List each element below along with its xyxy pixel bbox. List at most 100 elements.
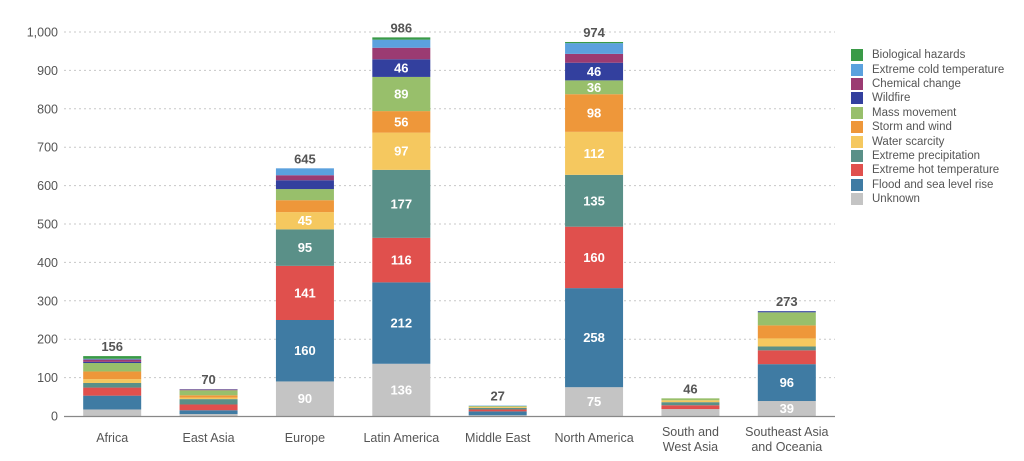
bar-segment: [468, 411, 527, 416]
bar-segment: [275, 175, 334, 181]
legend-swatch: [851, 92, 863, 105]
bar-segment: [661, 405, 720, 410]
bar-segment: [372, 282, 431, 364]
bar-segment: [661, 409, 720, 416]
segment-value-label: 141: [294, 285, 316, 300]
segment-value-label: 56: [394, 114, 408, 129]
legend-label: Extreme precipitation: [872, 149, 981, 162]
y-axis: 0 100 200 300 400 500 600 700 800 900 1,000: [27, 26, 58, 424]
segment-value-label: 98: [587, 106, 601, 121]
bar-stack-2: 90 160 141 95 45 645: [275, 151, 334, 416]
bar-stack-6: 46: [661, 381, 720, 416]
bar-segment: [565, 62, 624, 81]
legend-label: Extreme cold temperature: [872, 63, 1005, 76]
bar-segment: [757, 338, 816, 347]
bar-segment: [179, 399, 238, 405]
bar-segment: [565, 43, 624, 54]
bar-segment: [468, 407, 527, 410]
legend-swatch: [851, 149, 863, 162]
gridlines: [64, 31, 835, 379]
total-value-label: 46: [683, 381, 697, 396]
segment-value-label: 160: [583, 250, 605, 265]
legend-item: Storm and wind: [851, 120, 1004, 134]
bar-segment: [565, 387, 624, 416]
segment-value-label: 136: [390, 382, 412, 397]
bar-segment: [565, 41, 624, 44]
bar-segment: [83, 409, 142, 416]
bar-segment: [468, 407, 527, 408]
bar-segment: [179, 395, 238, 398]
bar-segment: [275, 168, 334, 176]
total-value-label: 27: [490, 389, 504, 404]
total-value-label: 974: [583, 25, 605, 40]
total-value-label: 156: [101, 339, 123, 354]
bar-segment: [757, 325, 816, 339]
bar-segment: [275, 229, 334, 266]
bar-segment: [372, 39, 431, 48]
segment-value-label: 177: [390, 196, 412, 211]
segment-value-label: 90: [298, 391, 312, 406]
bar-segment: [179, 389, 238, 391]
segment-value-label: 75: [587, 394, 601, 409]
legend-label: Biological hazards: [872, 49, 966, 62]
legend-item: Biological hazards: [851, 48, 1004, 62]
legend-swatch: [851, 49, 863, 62]
bar-segment: [372, 237, 431, 283]
bar-segment: [83, 379, 142, 383]
bar-segment: [179, 410, 238, 415]
bar-segment: [372, 59, 431, 77]
y-tick-label: 100: [37, 371, 58, 385]
x-tick-label: Middle East: [465, 431, 531, 445]
bar-segment: [83, 356, 142, 359]
legend-item: Flood and sea level rise: [851, 178, 1004, 192]
bar-segment: [468, 409, 527, 412]
segment-value-label: 36: [587, 80, 601, 95]
y-tick-label: 1,000: [27, 26, 58, 40]
segment-value-label: 160: [294, 343, 316, 358]
x-tick-label: and Oceania: [751, 440, 822, 454]
legend-label: Extreme hot temperature: [872, 164, 1000, 177]
legend-swatch: [851, 178, 863, 191]
bar-segment: [275, 212, 334, 230]
legend-item: Extreme precipitation: [851, 149, 1004, 163]
bar-segment: [275, 265, 334, 320]
legend-item: Unknown: [851, 192, 1004, 206]
x-axis: Africa East Asia Europe Latin America Middle…: [64, 415, 835, 454]
legend-label: Flood and sea level rise: [872, 178, 994, 191]
bar-segment: [757, 311, 816, 313]
bar-stack-0: 156: [83, 339, 142, 416]
bar-segment: [83, 358, 142, 360]
segment-value-label: 112: [584, 146, 605, 161]
x-tick-label: Southeast Asia: [745, 425, 828, 439]
bar-segment: [83, 371, 142, 380]
bar-stack-7: 39 96 273: [757, 294, 816, 416]
segment-value-label: 212: [390, 316, 412, 331]
bar-segment: [372, 363, 431, 416]
total-value-label: 645: [294, 151, 316, 166]
bar-segment: [83, 359, 142, 362]
bar-segment: [468, 406, 527, 407]
y-tick-label: 600: [37, 179, 58, 193]
legend-swatch: [851, 121, 863, 134]
total-value-label: 986: [390, 20, 412, 35]
bar-segment: [372, 132, 431, 170]
y-tick-label: 300: [37, 294, 58, 308]
bars: 156 70 90 160 141 95 45 645 136 212 116 177 97 56 89 46…: [83, 20, 816, 416]
bar-segment: [275, 200, 334, 213]
legend-swatch: [851, 164, 863, 177]
segment-value-label: 97: [394, 144, 408, 159]
bar-segment: [83, 382, 142, 388]
legend-label: Unknown: [872, 193, 920, 206]
legend-item: Wildfire: [851, 91, 1004, 105]
bar-segment: [372, 169, 431, 238]
bar-segment: [275, 320, 334, 382]
legend-label: Chemical change: [872, 77, 961, 90]
bar-segment: [565, 288, 624, 388]
segment-value-label: 89: [394, 87, 408, 102]
segment-value-label: 96: [780, 375, 794, 390]
bar-segment: [372, 37, 431, 40]
bar-segment: [565, 131, 624, 175]
total-value-label: 273: [776, 294, 798, 309]
bar-segment: [757, 350, 816, 365]
